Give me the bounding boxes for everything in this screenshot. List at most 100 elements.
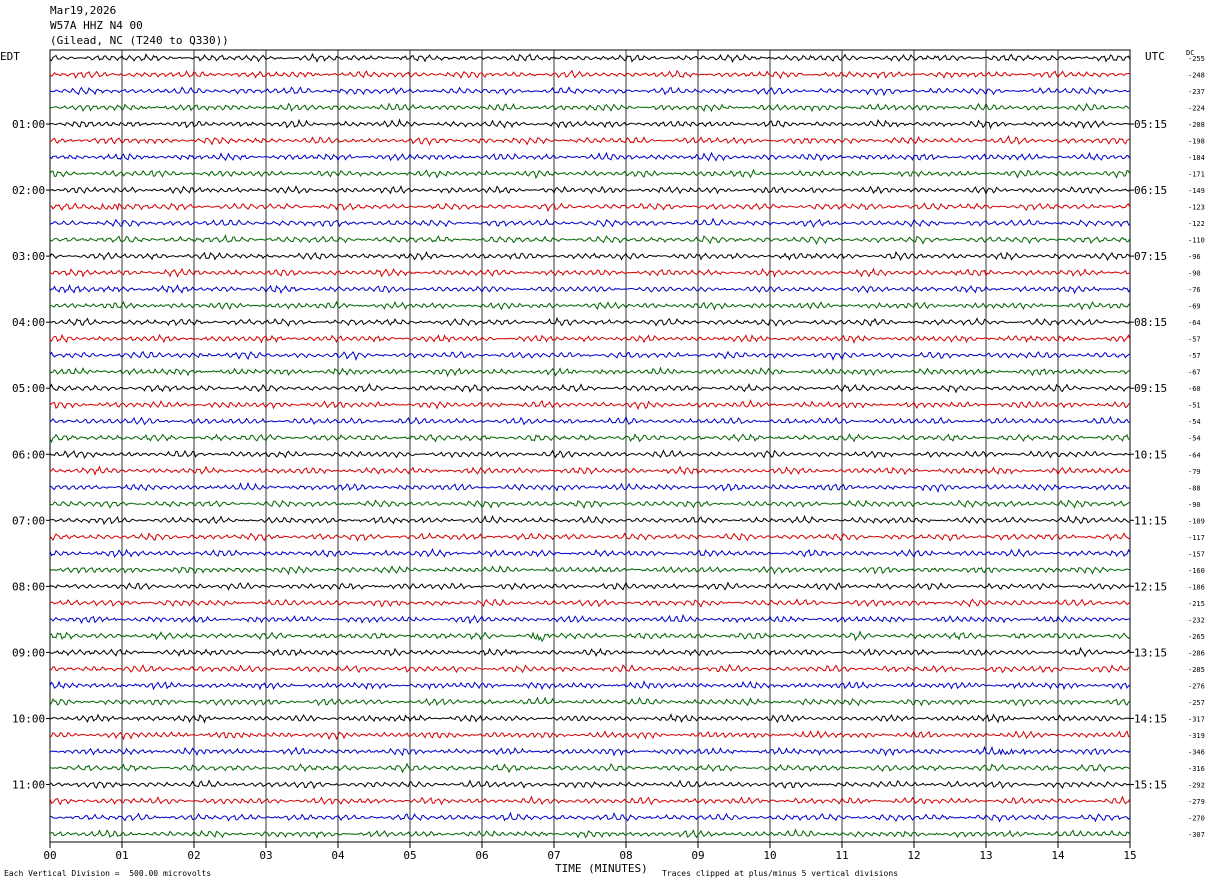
trace-7 [49, 168, 1131, 180]
trace-21 [49, 399, 1131, 411]
x-axis-label: TIME (MINUTES) [555, 862, 648, 875]
left-hour-label: 08:00 [12, 580, 45, 593]
footer-clip-note: Traces clipped at plus/minus 5 vertical … [662, 869, 899, 878]
trace-1 [49, 69, 1131, 80]
trace-22 [49, 415, 1131, 426]
left-hour-label: 09:00 [12, 646, 45, 659]
dc-offset-label: -186 [1188, 583, 1205, 591]
trace-17 [49, 333, 1131, 344]
trace-33 [49, 598, 1131, 608]
dc-offset-label: -60 [1188, 385, 1201, 393]
trace-42 [49, 745, 1131, 757]
dc-offset-label: -184 [1188, 154, 1205, 162]
trace-29 [49, 532, 1131, 542]
trace-0 [49, 52, 1131, 64]
dc-offset-label: -57 [1188, 336, 1201, 344]
dc-offset-label: -237 [1188, 88, 1205, 96]
trace-2 [49, 86, 1131, 97]
trace-8 [49, 185, 1131, 196]
right-hour-label: 06:15 [1134, 184, 1167, 197]
trace-40 [49, 713, 1131, 724]
left-hour-label: 10:00 [12, 712, 45, 725]
trace-30 [49, 547, 1131, 559]
plot-frame [49, 49, 1131, 843]
dc-offset-label: -57 [1188, 352, 1201, 360]
trace-27 [49, 499, 1131, 510]
trace-36 [49, 646, 1131, 658]
dc-offset-label: -160 [1188, 567, 1205, 575]
dc-offset-label: -64 [1188, 319, 1201, 327]
trace-32 [49, 581, 1131, 591]
trace-46 [49, 811, 1131, 823]
dc-offset-label: -285 [1188, 666, 1205, 674]
trace-34 [49, 613, 1130, 625]
trace-19 [49, 366, 1131, 378]
trace-16 [49, 316, 1131, 327]
dc-offset-label: -117 [1188, 534, 1205, 542]
trace-38 [49, 680, 1131, 691]
dc-offset-label: -54 [1188, 435, 1201, 443]
dc-offset-label: -109 [1188, 517, 1205, 525]
dc-offset-label: -122 [1188, 220, 1205, 228]
trace-23 [49, 432, 1131, 444]
dc-offset-label: -292 [1188, 781, 1205, 789]
left-hour-label: 02:00 [12, 184, 45, 197]
trace-41 [49, 730, 1131, 741]
trace-31 [49, 565, 1131, 576]
trace-37 [49, 663, 1131, 674]
x-tick-label: 04 [331, 849, 345, 862]
dc-offset-label: -346 [1188, 748, 1205, 756]
x-tick-label: 11 [835, 849, 848, 862]
dc-offset-label: -317 [1188, 715, 1205, 723]
x-tick-label: 10 [763, 849, 776, 862]
dc-offset-label: -90 [1188, 270, 1201, 278]
trace-6 [49, 151, 1131, 162]
trace-26 [49, 481, 1131, 494]
x-tick-label: 01 [115, 849, 128, 862]
x-tick-label: 08 [619, 849, 632, 862]
dc-offset-label: -316 [1188, 765, 1205, 773]
dc-offset-label: -64 [1188, 451, 1201, 459]
trace-39 [49, 696, 1131, 707]
trace-28 [49, 514, 1131, 526]
trace-20 [49, 382, 1131, 394]
x-tick-label: 05 [403, 849, 416, 862]
left-hour-label: 03:00 [12, 250, 45, 263]
trace-14 [49, 283, 1131, 295]
trace-45 [49, 795, 1131, 806]
dc-offset-label: -265 [1188, 633, 1205, 641]
dc-offset-label: -276 [1188, 682, 1205, 690]
trace-11 [49, 234, 1131, 246]
dc-offset-label: -51 [1188, 402, 1201, 410]
trace-15 [49, 300, 1131, 311]
x-tick-label: 07 [547, 849, 560, 862]
dc-offset-label: -79 [1188, 468, 1201, 476]
trace-13 [49, 267, 1131, 278]
dc-offset-label: -88 [1188, 484, 1201, 492]
right-hour-label: 11:15 [1134, 514, 1167, 527]
x-tick-label: 00 [43, 849, 56, 862]
trace-43 [49, 762, 1131, 774]
dc-offset-label: -123 [1188, 204, 1205, 212]
trace-5 [49, 135, 1131, 146]
dc-offset-label: -215 [1188, 600, 1205, 608]
trace-12 [49, 250, 1131, 262]
right-hour-label: 09:15 [1134, 382, 1167, 395]
x-tick-label: 03 [259, 849, 272, 862]
dc-offset-label: -270 [1188, 814, 1205, 822]
dc-offset-label: -54 [1188, 418, 1201, 426]
dc-offset-label: -257 [1188, 699, 1205, 707]
trace-44 [49, 779, 1131, 790]
dc-offset-label: -198 [1188, 138, 1205, 146]
x-tick-label: 14 [1051, 849, 1065, 862]
dc-offset-label: -76 [1188, 286, 1201, 294]
x-tick-label: 12 [907, 849, 920, 862]
right-hour-label: 08:15 [1134, 316, 1167, 329]
right-hour-label: 05:15 [1134, 118, 1167, 131]
footer-scale-note: Each Vertical Division = 500.00 microvol… [4, 869, 212, 878]
station-code: W57A HHZ N4 00 [50, 19, 143, 32]
left-hour-label: 05:00 [12, 382, 45, 395]
right-hour-label: 15:15 [1134, 778, 1167, 791]
dc-offset-label: -255 [1188, 55, 1205, 63]
right-timezone-label: UTC [1145, 50, 1165, 63]
